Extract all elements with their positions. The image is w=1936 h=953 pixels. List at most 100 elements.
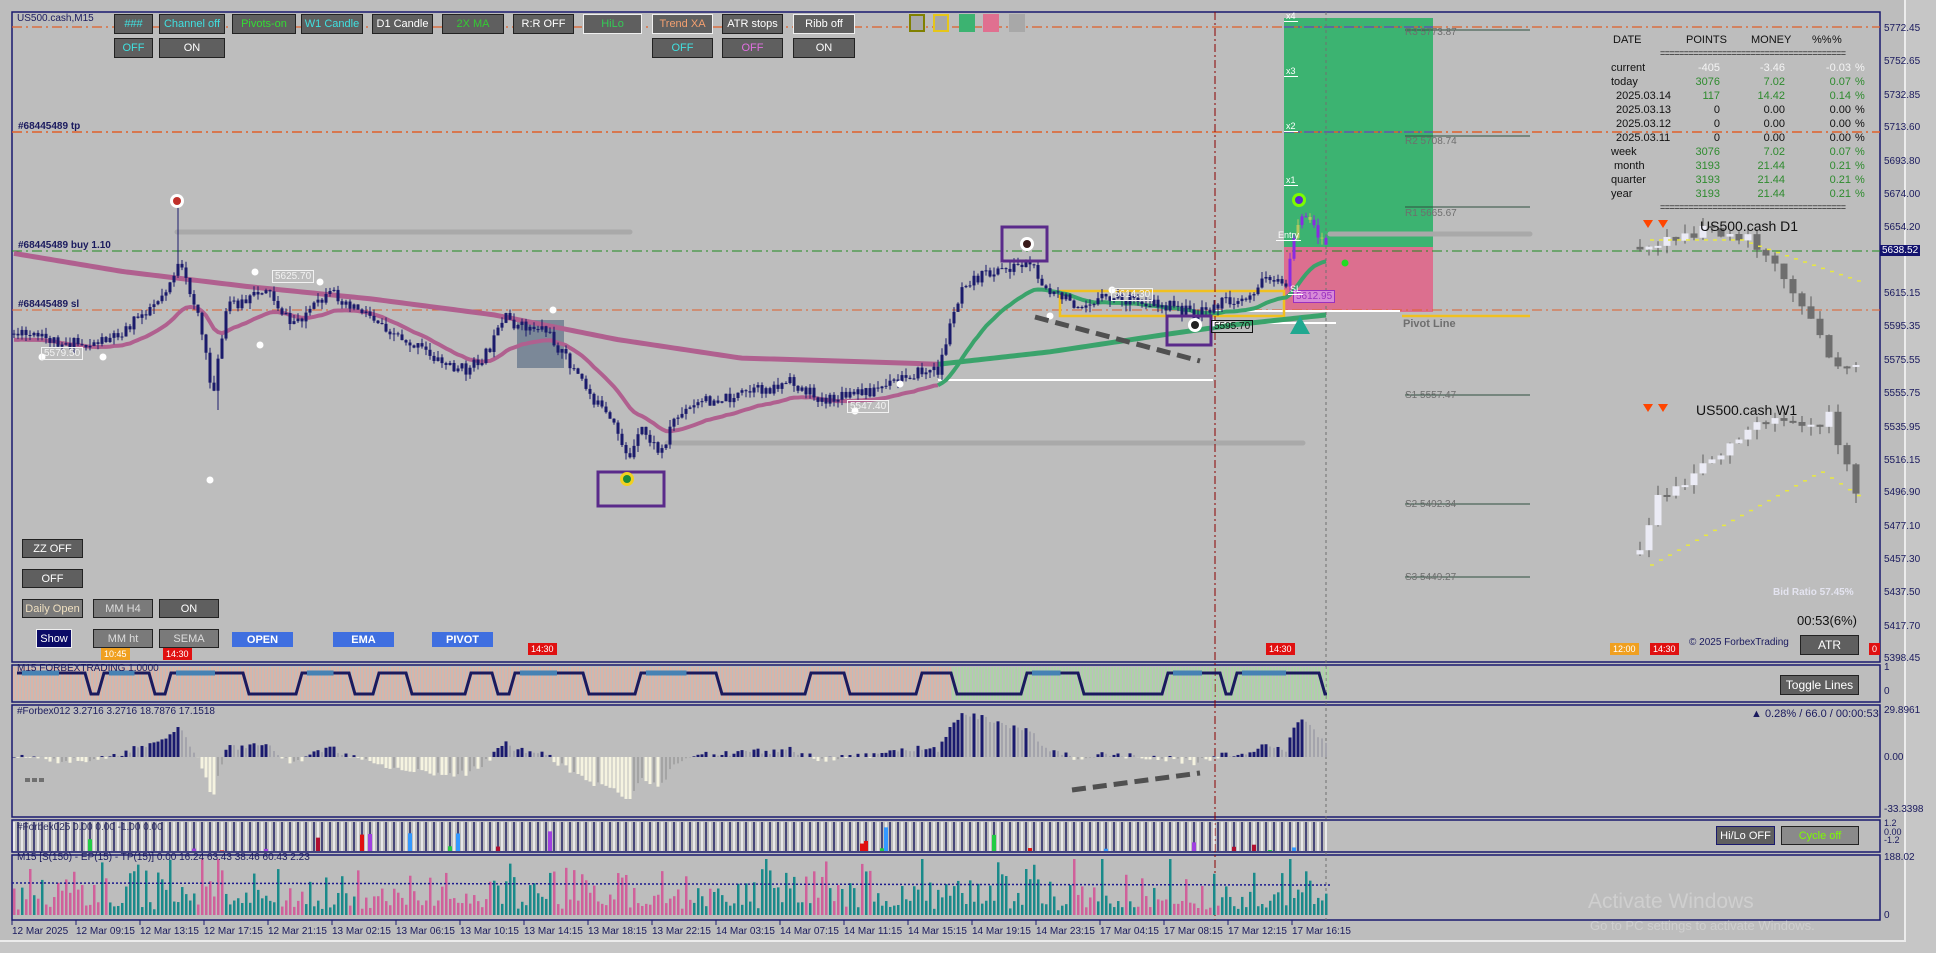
sub4-histogram-bar [933,908,936,915]
sub4-histogram-bar [273,902,276,915]
sub4-histogram-bar [293,906,296,915]
candle-body [1180,305,1184,316]
candle-body [1228,297,1232,305]
table-header: %% [1812,34,1832,46]
sub4-histogram-bar [505,881,508,915]
d1-mini-chart-candle [1654,245,1662,248]
hilo-off-button[interactable]: Hi/Lo OFF [1716,826,1775,845]
toolbar-button-5[interactable]: 2X MA [442,14,504,34]
mm-h4-button[interactable]: MM H4 [93,599,153,618]
zz-toggle-button[interactable]: ZZ OFF [22,539,83,558]
sub2-histogram-bar [264,744,268,757]
sub4-histogram-bar [1213,873,1216,915]
color-swatch[interactable] [959,14,975,32]
on-toggle-button[interactable]: ON [159,599,219,618]
candle-body [320,299,324,303]
sub2-histogram-bar [932,747,936,757]
sub2-axis-max: 29.8961 [1884,705,1921,716]
row-unit: % [1855,160,1865,172]
toolbar-button-4[interactable]: D1 Candle [372,14,433,34]
sub4-histogram-bar [489,881,492,915]
toolbar-toggle-0[interactable]: OFF [114,38,153,58]
open-button[interactable]: OPEN [232,632,293,647]
row-unit: % [1855,118,1865,130]
toolbar-button-6[interactable]: R:R OFF [513,14,574,34]
sub2-histogram-bar [736,751,740,757]
candle-body [664,444,668,449]
toolbar-button-9[interactable]: ATR stops [722,14,783,34]
time-axis-label: 12 Mar 09:15 [76,926,135,937]
sub2-histogram-bar [1204,757,1208,760]
mm-ht-button[interactable]: MM ht [93,629,153,648]
toolbar-button-10[interactable]: Ribb off [793,14,855,34]
row-percent: 0.00 [1829,118,1851,130]
candle-body [524,321,528,331]
sub2-histogram-bar [89,757,91,762]
sub4-histogram-bar [769,870,772,915]
candle-body [496,327,500,336]
sub2-histogram-bar [293,757,295,762]
sub2-histogram-bar [432,757,436,776]
sub4-histogram-bar [441,886,444,915]
toolbar-button-3[interactable]: W1 Candle [301,14,363,34]
sub4-histogram-bar [833,901,836,915]
toolbar-toggle-2[interactable]: OFF [652,38,713,58]
sub4-histogram-bar [1149,907,1152,915]
panel-frame-0 [11,11,1881,663]
rr-x4-label: x4 [1284,11,1298,22]
daily-open-button[interactable]: Daily Open [22,599,83,618]
toolbar-button-8[interactable]: Trend XA [652,14,713,34]
row-date: month [1614,160,1645,172]
sub4-histogram-bar [581,874,584,915]
candle-body [568,353,572,369]
sub2-histogram-bar [1185,757,1187,759]
sub4-histogram-bar [821,876,824,915]
atr-button[interactable]: ATR [1800,635,1859,655]
candle-body [640,426,644,435]
candle-body [944,344,948,355]
sub2-histogram-bar [145,747,147,757]
candle-body [412,345,416,348]
w1-mini-chart-candle [1654,494,1662,526]
sub4-histogram-bar [981,903,984,915]
toolbar-button-0[interactable]: ### [114,14,153,34]
sub2-histogram-bar [1220,752,1224,757]
toolbar-toggle-3[interactable]: OFF [722,38,783,58]
toolbar-toggle-1[interactable]: ON [159,38,225,58]
sub2-histogram-bar [273,751,275,757]
time-axis-label: 12 Mar 2025 [12,926,69,937]
pivot-button[interactable]: PIVOT [432,632,493,647]
sub4-histogram-bar [845,906,848,915]
sub4-histogram-bar [989,885,992,915]
toggle-lines-button[interactable]: Toggle Lines [1780,675,1859,695]
candle-body [684,408,688,414]
cycle-off-button[interactable]: Cycle off [1781,826,1859,845]
sub2-histogram-bar [1313,729,1315,757]
toolbar-toggle-4[interactable]: ON [793,38,855,58]
off-toggle-button[interactable]: OFF [22,569,83,588]
sub2-histogram-bar [1080,757,1084,760]
toolbar-button-2[interactable]: Pivots-on [232,14,296,34]
sub2-histogram-bar [540,751,544,757]
sub4-histogram-bar [1173,903,1176,915]
sub4-histogram-bar [1257,906,1260,915]
sub2-histogram-bar [1325,742,1327,757]
candle-body [656,442,660,453]
toolbar-button-7[interactable]: HiLo [583,14,642,34]
candle-body [224,311,228,339]
show-button[interactable]: Show [36,629,72,648]
sub2-histogram-bar [1109,756,1111,757]
color-swatch[interactable] [909,14,925,32]
color-swatch[interactable] [983,14,999,32]
ema-button[interactable]: EMA [333,632,394,647]
candle-body [840,391,844,400]
toolbar-button-1[interactable]: Channel off [159,14,225,34]
sub2-histogram-bar [28,757,32,758]
time-axis-label: 14 Mar 11:15 [844,926,903,937]
color-swatch[interactable] [1009,14,1025,32]
sub4-histogram-bar [625,874,628,915]
sub3-signal-bar [1292,847,1296,851]
sema-button[interactable]: SEMA [159,629,219,648]
color-swatch[interactable] [933,14,949,32]
